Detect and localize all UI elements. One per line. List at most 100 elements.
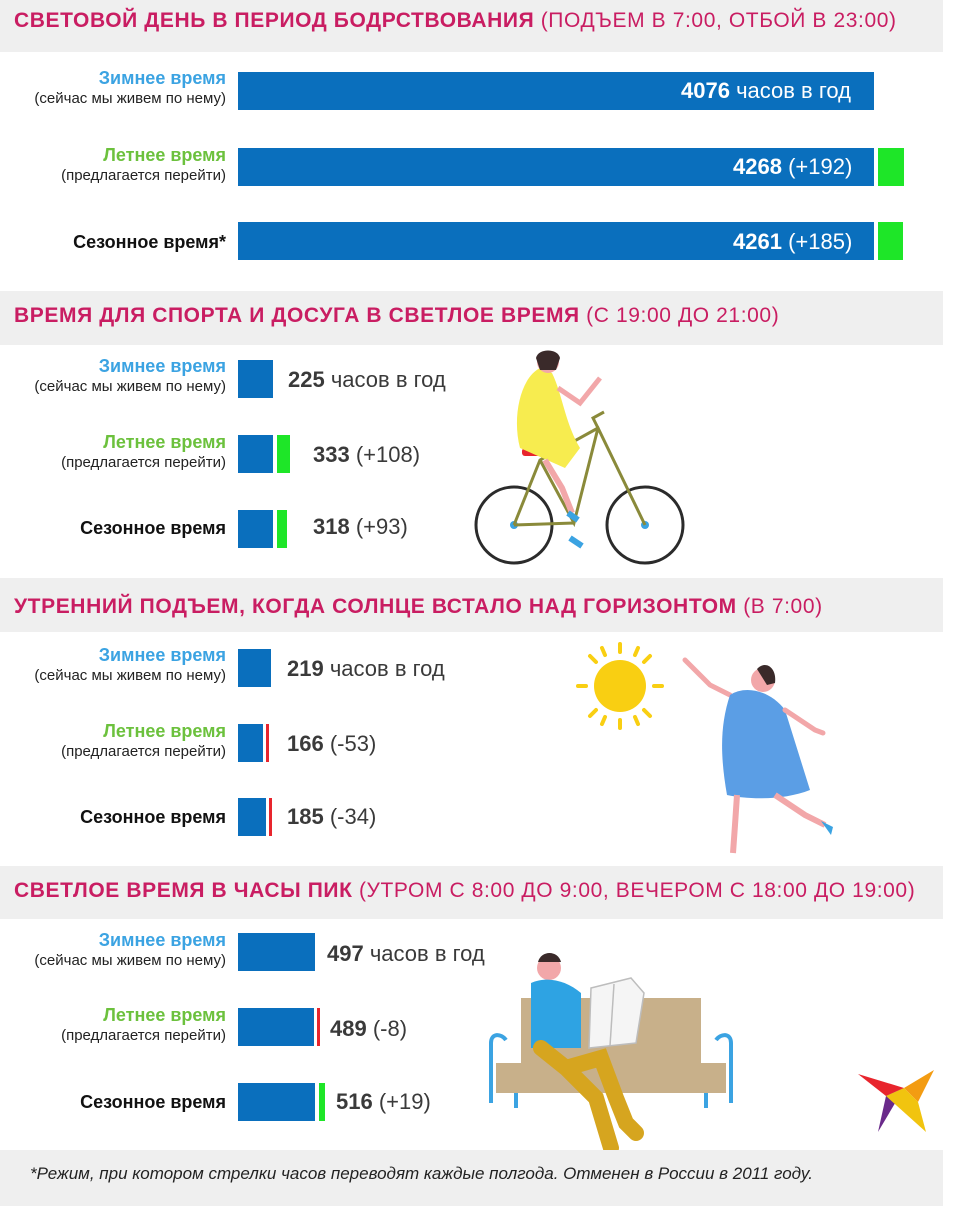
s2-bar-summer <box>238 435 273 473</box>
s2-value-winter-num: 225 <box>288 367 325 392</box>
s4-value-winter-num: 497 <box>327 941 364 966</box>
s2-value-summer: 333 (+108) <box>313 442 420 468</box>
winter-label: Зимнее время <box>98 356 226 376</box>
footnote-text: *Режим, при котором стрелки часов перево… <box>30 1164 813 1183</box>
s3-value-season-suffix: (-34) <box>329 804 377 829</box>
s2-label-winter: Зимнее время (сейчас мы живем по нему) <box>34 355 226 397</box>
summer-label: Летнее время <box>103 145 226 165</box>
s4-delta-summer <box>317 1008 320 1046</box>
section-1-header: СВЕТОВОЙ ДЕНЬ В ПЕРИОД БОДРСТВОВАНИЯ (ПО… <box>0 0 943 52</box>
section-1-title-main: СВЕТОВОЙ ДЕНЬ В ПЕРИОД БОДРСТВОВАНИЯ <box>14 9 535 32</box>
s2-value-season-suffix: (+93) <box>355 514 408 539</box>
section-3-title-main: УТРЕННИЙ ПОДЪЕМ, КОГДА СОЛНЦЕ ВСТАЛО НАД… <box>14 595 737 618</box>
s1-bar-summer <box>238 148 874 186</box>
s1-value-winter-suffix: часов в год <box>736 78 851 103</box>
s4-value-season-num: 516 <box>336 1089 373 1114</box>
section-3-header: УТРЕННИЙ ПОДЪЕМ, КОГДА СОЛНЦЕ ВСТАЛО НАД… <box>0 578 943 632</box>
s3-value-season: 185 (-34) <box>287 804 376 830</box>
summer-label: Летнее время <box>103 721 226 741</box>
s2-value-summer-suffix: (+108) <box>355 442 421 467</box>
s2-value-season: 318 (+93) <box>313 514 408 540</box>
s3-bar-season <box>238 798 266 836</box>
s4-value-season: 516 (+19) <box>336 1089 431 1115</box>
s4-label-summer: Летнее время (предлагается перейти) <box>61 1004 226 1046</box>
winter-label: Зимнее время <box>98 645 226 665</box>
winter-sublabel: (сейчас мы живем по нему) <box>34 952 226 969</box>
section-4-title: СВЕТЛОЕ ВРЕМЯ В ЧАСЫ ПИК (УТРОМ С 8:00 Д… <box>14 879 915 903</box>
season-label: Сезонное время* <box>73 232 226 252</box>
winter-label: Зимнее время <box>98 68 226 88</box>
winter-label: Зимнее время <box>98 930 226 950</box>
s3-value-winter-suffix: часов в год <box>329 656 445 681</box>
s1-label-winter: Зимнее время (сейчас мы живем по нему) <box>34 67 226 109</box>
s4-value-winter: 497 часов в год <box>327 941 485 967</box>
section-4-title-main: СВЕТЛОЕ ВРЕМЯ В ЧАСЫ ПИК <box>14 879 353 902</box>
woman-illustration <box>682 657 833 854</box>
s3-label-winter: Зимнее время (сейчас мы живем по нему) <box>34 644 226 686</box>
s2-bar-season <box>238 510 273 548</box>
s2-label-summer: Летнее время (предлагается перейти) <box>61 431 226 473</box>
s3-value-winter-num: 219 <box>287 656 324 681</box>
s3-value-summer: 166 (-53) <box>287 731 376 757</box>
winter-sublabel: (сейчас мы живем по нему) <box>34 667 226 684</box>
s4-value-winter-suffix: часов в год <box>369 941 485 966</box>
section-1-title-sub: (ПОДЪЕМ В 7:00, ОТБОЙ В 23:00) <box>540 9 897 32</box>
s2-value-winter: 225 часов в год <box>288 367 446 393</box>
s4-delta-season <box>319 1083 325 1121</box>
s2-bar-winter <box>238 360 273 398</box>
s4-bar-season <box>238 1083 315 1121</box>
section-2-title-sub: (С 19:00 ДО 21:00) <box>586 304 780 327</box>
s3-value-season-num: 185 <box>287 804 324 829</box>
section-4-header: СВЕТЛОЕ ВРЕМЯ В ЧАСЫ ПИК (УТРОМ С 8:00 Д… <box>0 866 943 919</box>
s1-value-winter: 4076 часов в год <box>681 78 851 104</box>
s1-delta-season <box>878 222 903 260</box>
s1-bar-season <box>238 222 874 260</box>
section-3-title: УТРЕННИЙ ПОДЪЕМ, КОГДА СОЛНЦЕ ВСТАЛО НАД… <box>14 595 823 619</box>
s1-value-summer: 4268 (+192) <box>733 154 852 180</box>
section-3-title-sub: (В 7:00) <box>743 595 823 618</box>
sun-icon <box>576 642 664 730</box>
s3-value-winter: 219 часов в год <box>287 656 445 682</box>
s2-value-season-num: 318 <box>313 514 350 539</box>
summer-sublabel: (предлагается перейти) <box>61 743 226 760</box>
s2-label-season: Сезонное время <box>80 517 226 539</box>
s1-label-season: Сезонное время* <box>73 231 226 253</box>
s1-bar-winter <box>238 72 874 110</box>
section-2-header: ВРЕМЯ ДЛЯ СПОРТА И ДОСУГА В СВЕТЛОЕ ВРЕМ… <box>0 291 943 345</box>
footnote: *Режим, при котором стрелки часов перево… <box>0 1150 943 1206</box>
s4-value-summer-num: 489 <box>330 1016 367 1041</box>
s3-bar-summer <box>238 724 263 762</box>
s1-value-summer-num: 4268 <box>733 154 782 179</box>
s4-bar-summer <box>238 1008 314 1046</box>
s1-value-season-num: 4261 <box>733 229 782 254</box>
s2-delta-summer <box>277 435 290 473</box>
season-label: Сезонное время <box>80 518 226 538</box>
season-label: Сезонное время <box>80 1092 226 1112</box>
section-2-title: ВРЕМЯ ДЛЯ СПОРТА И ДОСУГА В СВЕТЛОЕ ВРЕМ… <box>14 304 779 328</box>
cyclist-illustration <box>474 350 685 565</box>
s3-value-summer-suffix: (-53) <box>329 731 377 756</box>
s4-label-winter: Зимнее время (сейчас мы живем по нему) <box>34 929 226 971</box>
s2-value-summer-num: 333 <box>313 442 350 467</box>
s2-value-winter-suffix: часов в год <box>330 367 446 392</box>
winter-sublabel: (сейчас мы живем по нему) <box>34 90 226 107</box>
s4-value-summer: 489 (-8) <box>330 1016 407 1042</box>
s1-label-summer: Летнее время (предлагается перейти) <box>61 144 226 186</box>
bench-reader-illustration <box>489 953 733 1156</box>
s1-value-summer-suffix: (+192) <box>788 154 853 179</box>
s1-value-season: 4261 (+185) <box>733 229 852 255</box>
season-label: Сезонное время <box>80 807 226 827</box>
s3-delta-summer <box>266 724 269 762</box>
summer-label: Летнее время <box>103 1005 226 1025</box>
s1-value-winter-num: 4076 <box>681 78 730 103</box>
brand-bird-logo <box>858 1070 934 1132</box>
winter-sublabel: (сейчас мы живем по нему) <box>34 378 226 395</box>
s3-delta-season <box>269 798 272 836</box>
s1-value-season-suffix: (+185) <box>788 229 853 254</box>
section-4-title-sub: (УТРОМ С 8:00 ДО 9:00, ВЕЧЕРОМ С 18:00 Д… <box>358 879 916 902</box>
summer-sublabel: (предлагается перейти) <box>61 167 226 184</box>
s3-label-summer: Летнее время (предлагается перейти) <box>61 720 226 762</box>
s4-bar-winter <box>238 933 315 971</box>
section-1-title: СВЕТОВОЙ ДЕНЬ В ПЕРИОД БОДРСТВОВАНИЯ (ПО… <box>14 9 897 33</box>
s2-delta-season <box>277 510 287 548</box>
